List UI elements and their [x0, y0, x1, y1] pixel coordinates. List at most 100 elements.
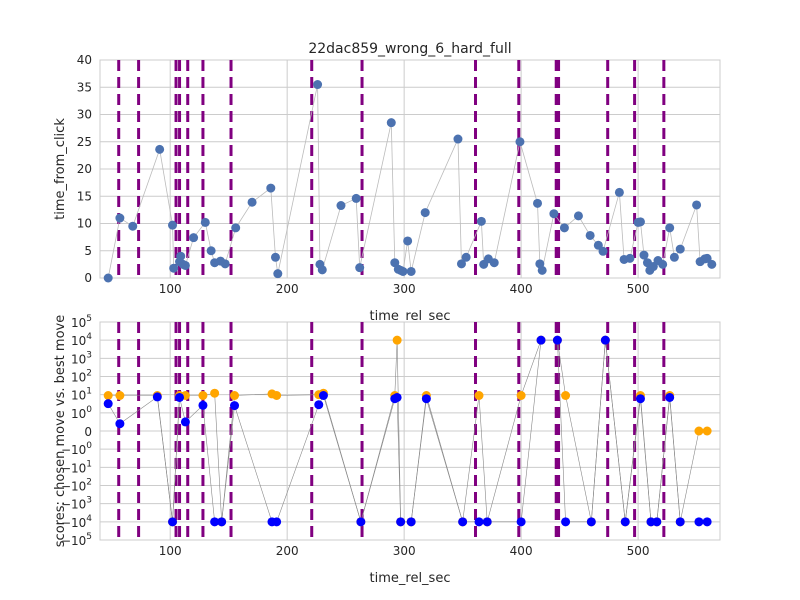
- y-tick-label: 101: [71, 387, 92, 403]
- data-point: [230, 390, 240, 400]
- y-ticks-top: 0 5 10 15 20 25 30 35 40: [77, 53, 92, 285]
- data-point: [406, 266, 416, 276]
- data-point: [702, 426, 712, 436]
- data-point: [270, 252, 280, 262]
- data-point: [273, 269, 283, 279]
- data-point: [600, 335, 610, 345]
- data-point: [474, 517, 484, 527]
- chart-scores: 100 200 300 400 500 105 104 103 102 101 100 0 −100 −…: [53, 314, 721, 586]
- data-point: [169, 263, 179, 273]
- x-axis-label-top: time_rel_sec: [370, 309, 451, 324]
- x-tick-label: 500: [627, 544, 650, 558]
- data-point: [355, 263, 365, 273]
- data-point: [152, 392, 162, 402]
- data-point: [420, 208, 430, 218]
- data-point: [453, 134, 463, 144]
- data-point: [639, 250, 649, 260]
- data-point: [598, 246, 608, 256]
- data-point: [392, 392, 402, 402]
- y-tick-label: −101: [61, 459, 92, 475]
- y-tick-label: 10: [77, 217, 92, 231]
- data-point: [206, 246, 216, 256]
- data-point: [665, 223, 675, 233]
- data-point: [210, 517, 220, 527]
- data-point: [198, 400, 208, 410]
- x-ticks-bottom: 100 200 300 400 500: [159, 544, 650, 558]
- points-top: [103, 80, 717, 283]
- x-tick-label: 100: [159, 544, 182, 558]
- data-point: [635, 217, 645, 227]
- data-point: [516, 517, 526, 527]
- chart-time-from-click: 100 200 300 400 500 0 5 10 15 20 25 30 35 40 22dac85…: [53, 41, 721, 324]
- data-point: [675, 244, 685, 254]
- data-point: [217, 517, 227, 527]
- data-point: [675, 517, 685, 527]
- data-point: [396, 517, 406, 527]
- data-point: [317, 265, 327, 275]
- x-tick-label: 400: [510, 544, 533, 558]
- y-tick-label: −100: [61, 441, 92, 457]
- data-point: [476, 216, 486, 226]
- data-point: [115, 213, 125, 223]
- data-point: [665, 392, 675, 402]
- vlines-bottom: [117, 322, 666, 540]
- data-point: [692, 200, 702, 210]
- data-point: [536, 335, 546, 345]
- y-ticks-bottom: 105 104 103 102 101 100 0 −100 −101 −102 −103 −104 −…: [61, 314, 92, 548]
- x-tick-label: 300: [393, 282, 416, 296]
- x-ticks-top: 100 200 300 400 500: [159, 282, 650, 296]
- data-point: [585, 230, 595, 240]
- data-point: [652, 517, 662, 527]
- data-point: [456, 259, 466, 269]
- data-point: [103, 390, 113, 400]
- y-tick-label: −104: [61, 514, 92, 530]
- data-point: [176, 251, 186, 261]
- data-point: [168, 220, 178, 230]
- data-point: [474, 390, 484, 400]
- y-axis-label-bottom: scores: chosen move vs. best move: [53, 315, 68, 547]
- data-point: [180, 417, 190, 427]
- data-point: [482, 517, 492, 527]
- data-point: [421, 394, 431, 404]
- x-tick-label: 400: [510, 282, 533, 296]
- data-point: [231, 223, 241, 233]
- x-tick-label: 200: [276, 282, 299, 296]
- chart-title: 22dac859_wrong_6_hard_full: [308, 41, 511, 57]
- data-point: [103, 399, 113, 409]
- data-point: [336, 201, 346, 211]
- x-tick-label: 300: [393, 544, 416, 558]
- y-tick-label: 20: [77, 162, 92, 176]
- y-tick-label: −102: [61, 478, 92, 494]
- data-point: [313, 80, 323, 90]
- y-tick-label: 103: [71, 350, 92, 366]
- data-point: [351, 193, 361, 203]
- data-point: [694, 426, 704, 436]
- data-point: [230, 401, 240, 411]
- data-point: [314, 400, 324, 410]
- y-tick-label: 0: [84, 271, 92, 285]
- data-point: [573, 211, 583, 221]
- data-point: [537, 265, 547, 275]
- data-point: [669, 252, 679, 262]
- y-tick-label: −103: [61, 496, 92, 512]
- data-point: [220, 259, 230, 269]
- data-point: [398, 266, 408, 276]
- data-point: [403, 236, 413, 246]
- data-point: [635, 394, 645, 404]
- data-point: [189, 233, 199, 243]
- data-point: [552, 335, 562, 345]
- data-point: [516, 390, 526, 400]
- data-point: [549, 209, 559, 219]
- data-point: [561, 517, 571, 527]
- data-point: [272, 517, 282, 527]
- x-axis-label-bottom: time_rel_sec: [370, 571, 451, 586]
- data-point: [625, 253, 635, 263]
- data-point: [155, 144, 165, 154]
- data-point: [694, 517, 704, 527]
- data-point: [561, 390, 571, 400]
- data-point: [198, 390, 208, 400]
- data-point: [356, 517, 366, 527]
- y-tick-label: 0: [84, 425, 92, 439]
- data-point: [392, 335, 402, 345]
